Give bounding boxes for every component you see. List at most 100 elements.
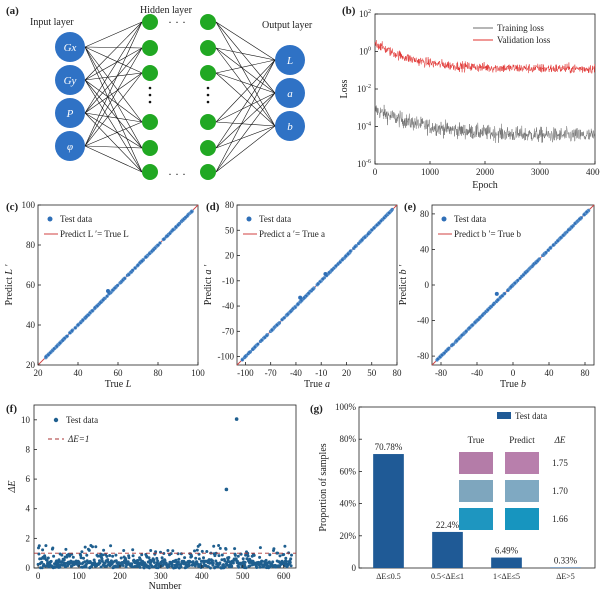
y-tick-label: 40% — [340, 499, 357, 509]
deltaE-point — [230, 564, 234, 568]
y-tick-label: 60% — [340, 466, 357, 476]
deltaE-point — [213, 554, 217, 558]
legend-label: Test data — [515, 411, 547, 421]
test-data-point — [491, 303, 495, 307]
test-data-point — [442, 351, 447, 355]
edge-input-hidden — [84, 79, 143, 173]
deltaE-point — [223, 559, 227, 563]
edge-input-hidden — [84, 47, 143, 81]
y-tick-label: 40 — [26, 320, 36, 330]
deltaE-point — [82, 556, 85, 560]
deltaE-point — [62, 558, 66, 562]
test-data-point — [84, 314, 89, 319]
test-data-point — [464, 329, 468, 334]
test-data-point — [144, 255, 148, 259]
panel-d-parity-a: (d) -100 -70 -40 -10 20 50 80 -100 -70 -40 -10 20 50… — [203, 200, 402, 390]
test-data-point — [263, 335, 267, 340]
hidden-node-layer2 — [200, 40, 216, 56]
deltaE-point — [225, 560, 229, 564]
test-data-point — [566, 228, 571, 232]
hidden-vertical-ellipsis-dot — [148, 93, 152, 97]
panel-label-e: (e) — [404, 201, 417, 213]
y-tick-label: -10 — [222, 276, 234, 286]
test-data-point — [478, 315, 482, 320]
x-tick-label: -80 — [435, 368, 447, 378]
y-tick-label: 100% — [335, 402, 357, 412]
deltaE-point — [289, 557, 293, 561]
test-data-point — [270, 328, 274, 332]
deltaE-point — [170, 563, 174, 567]
bar-value-label: 70.78% — [375, 442, 403, 452]
deltaE-point — [220, 553, 224, 557]
test-data-point — [363, 235, 367, 240]
edge-hidden-output — [215, 72, 276, 127]
test-data-point — [348, 249, 353, 253]
test-data-point — [253, 345, 257, 349]
edge-hidden-output — [215, 125, 276, 149]
deltaE-point — [109, 544, 113, 548]
edge-hidden-output — [215, 59, 276, 74]
x-tick-label: 500 — [236, 571, 250, 581]
x-category-label: ΔE≤0.5 — [376, 572, 400, 581]
legend-label: Predict b ′= True b — [454, 229, 522, 239]
test-data-point — [500, 294, 505, 298]
deltaE-point — [119, 556, 123, 560]
deltaE-point — [197, 557, 201, 561]
deltaE-point — [236, 559, 239, 563]
deltaE-point — [237, 565, 241, 569]
deltaE-point — [236, 554, 240, 558]
test-data-point — [127, 272, 131, 277]
test-data-point — [523, 270, 528, 275]
test-data-point — [151, 247, 156, 252]
x-category-label: ΔE>5 — [556, 572, 575, 581]
input-node-label: Gy — [64, 75, 77, 87]
deltaE-point — [245, 557, 249, 561]
y-tick-label: 80% — [340, 434, 357, 444]
deltaE-point — [105, 554, 109, 558]
test-data-point — [58, 341, 62, 345]
test-data-point — [165, 234, 170, 238]
deltaE-point — [233, 547, 237, 551]
edge-input-hidden — [84, 46, 143, 49]
test-data-point — [353, 245, 357, 249]
deltaE-point — [140, 553, 144, 557]
deltaE-point — [57, 558, 61, 562]
test-data-point — [52, 346, 56, 351]
test-data-point — [112, 286, 117, 290]
plot-frame — [33, 404, 297, 569]
bar-value-label: 0.33% — [554, 555, 578, 565]
y-tick-label: 80 — [420, 209, 430, 219]
deltaE-point — [41, 548, 45, 552]
deltaE-point — [272, 547, 276, 551]
deltaE-point — [37, 552, 41, 556]
deltaE-point-outlier — [224, 487, 229, 492]
deltaE-point — [108, 554, 112, 557]
bar-value-label: 22.4% — [436, 520, 460, 530]
test-data-point — [516, 278, 520, 283]
test-data-point — [480, 313, 485, 318]
y-tick-label: 50 — [225, 225, 235, 235]
deltaE-point — [260, 559, 264, 563]
input-node-label: φ — [67, 141, 73, 153]
test-data-point — [334, 264, 338, 268]
x-tick-label: 2000 — [476, 167, 495, 177]
x-tick-label: 40 — [74, 368, 84, 378]
test-data-point — [62, 336, 67, 341]
hidden-vertical-ellipsis-dot — [206, 86, 210, 90]
deltaE-point — [49, 559, 53, 563]
y-axis-label: Loss — [339, 79, 350, 98]
x-tick-label: -10 — [315, 368, 327, 378]
deltaE-point — [278, 564, 282, 568]
test-data-point — [518, 276, 522, 281]
inset-true-color-swatch — [459, 508, 493, 530]
output-layer-title: Output layer — [262, 20, 313, 31]
output-node-label: a — [287, 88, 293, 100]
y-axis-label: Predict L ′ — [4, 264, 15, 306]
edge-hidden-output — [215, 21, 276, 61]
deltaE-point — [191, 560, 195, 564]
test-data-point — [250, 347, 255, 352]
edge-hidden-output — [215, 47, 276, 61]
test-data-point — [115, 283, 120, 288]
deltaE-point — [166, 549, 170, 552]
loss-series-line — [374, 104, 596, 143]
